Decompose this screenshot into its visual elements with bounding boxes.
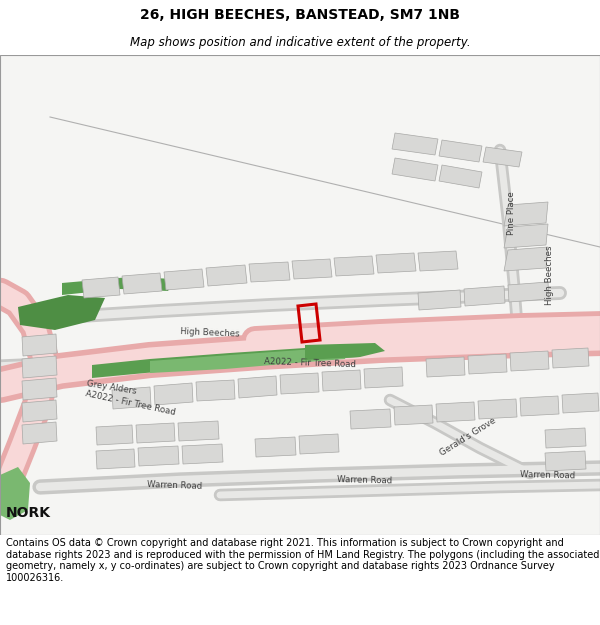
Polygon shape: [483, 147, 522, 167]
Polygon shape: [468, 354, 507, 374]
Text: Warren Road: Warren Road: [520, 470, 575, 480]
Polygon shape: [96, 425, 133, 445]
Text: 26, HIGH BEECHES, BANSTEAD, SM7 1NB: 26, HIGH BEECHES, BANSTEAD, SM7 1NB: [140, 8, 460, 22]
Polygon shape: [418, 251, 458, 271]
Polygon shape: [426, 357, 465, 377]
Polygon shape: [22, 378, 57, 400]
Polygon shape: [439, 140, 482, 162]
Polygon shape: [292, 259, 332, 279]
Polygon shape: [305, 343, 385, 360]
Polygon shape: [394, 405, 433, 425]
Polygon shape: [299, 434, 339, 454]
Polygon shape: [418, 290, 461, 310]
Polygon shape: [376, 253, 416, 273]
Polygon shape: [22, 334, 57, 356]
Polygon shape: [62, 277, 175, 295]
Text: A2022 - Fir Tree Road: A2022 - Fir Tree Road: [264, 357, 356, 369]
Polygon shape: [436, 402, 475, 422]
Text: High Beeches: High Beeches: [545, 245, 554, 305]
Polygon shape: [138, 446, 179, 466]
Text: Contains OS data © Crown copyright and database right 2021. This information is : Contains OS data © Crown copyright and d…: [6, 538, 599, 583]
Polygon shape: [22, 400, 57, 422]
Text: NORK: NORK: [5, 506, 50, 520]
Polygon shape: [92, 345, 365, 378]
Polygon shape: [196, 380, 235, 401]
Text: Warren Road: Warren Road: [147, 479, 203, 491]
Polygon shape: [122, 273, 162, 294]
Text: Grey Alders: Grey Alders: [86, 379, 137, 396]
Text: A2022 - Fir Tree Road: A2022 - Fir Tree Road: [84, 389, 176, 417]
Polygon shape: [439, 165, 482, 188]
Polygon shape: [504, 224, 548, 248]
Polygon shape: [112, 387, 151, 409]
Polygon shape: [545, 428, 586, 448]
Text: High Beeches: High Beeches: [180, 328, 240, 339]
Polygon shape: [504, 202, 548, 226]
Polygon shape: [510, 351, 549, 371]
Polygon shape: [18, 295, 105, 330]
Polygon shape: [22, 422, 57, 444]
Polygon shape: [96, 449, 135, 469]
Polygon shape: [255, 437, 296, 457]
Polygon shape: [178, 421, 219, 441]
Text: Gerald's Grove: Gerald's Grove: [439, 416, 497, 458]
Polygon shape: [508, 282, 549, 302]
Polygon shape: [520, 396, 559, 416]
Text: Pine Place: Pine Place: [508, 191, 517, 235]
Polygon shape: [0, 55, 600, 535]
Polygon shape: [150, 347, 350, 373]
Polygon shape: [238, 376, 277, 398]
Polygon shape: [322, 370, 361, 391]
Polygon shape: [182, 444, 223, 464]
Polygon shape: [562, 393, 599, 413]
Polygon shape: [350, 409, 391, 429]
Polygon shape: [22, 356, 57, 378]
Polygon shape: [154, 383, 193, 405]
Polygon shape: [280, 373, 319, 394]
Polygon shape: [392, 133, 438, 155]
Polygon shape: [545, 451, 586, 471]
Polygon shape: [249, 262, 290, 282]
Polygon shape: [82, 277, 120, 298]
Polygon shape: [478, 399, 517, 419]
Polygon shape: [504, 247, 548, 271]
Polygon shape: [392, 158, 438, 181]
Text: Map shows position and indicative extent of the property.: Map shows position and indicative extent…: [130, 36, 470, 49]
Text: Warren Road: Warren Road: [337, 475, 392, 485]
Polygon shape: [464, 286, 505, 306]
Polygon shape: [164, 269, 204, 290]
Polygon shape: [552, 348, 589, 368]
Polygon shape: [364, 367, 403, 388]
Polygon shape: [0, 467, 30, 520]
Polygon shape: [334, 256, 374, 276]
Polygon shape: [136, 423, 175, 443]
Polygon shape: [206, 265, 247, 286]
